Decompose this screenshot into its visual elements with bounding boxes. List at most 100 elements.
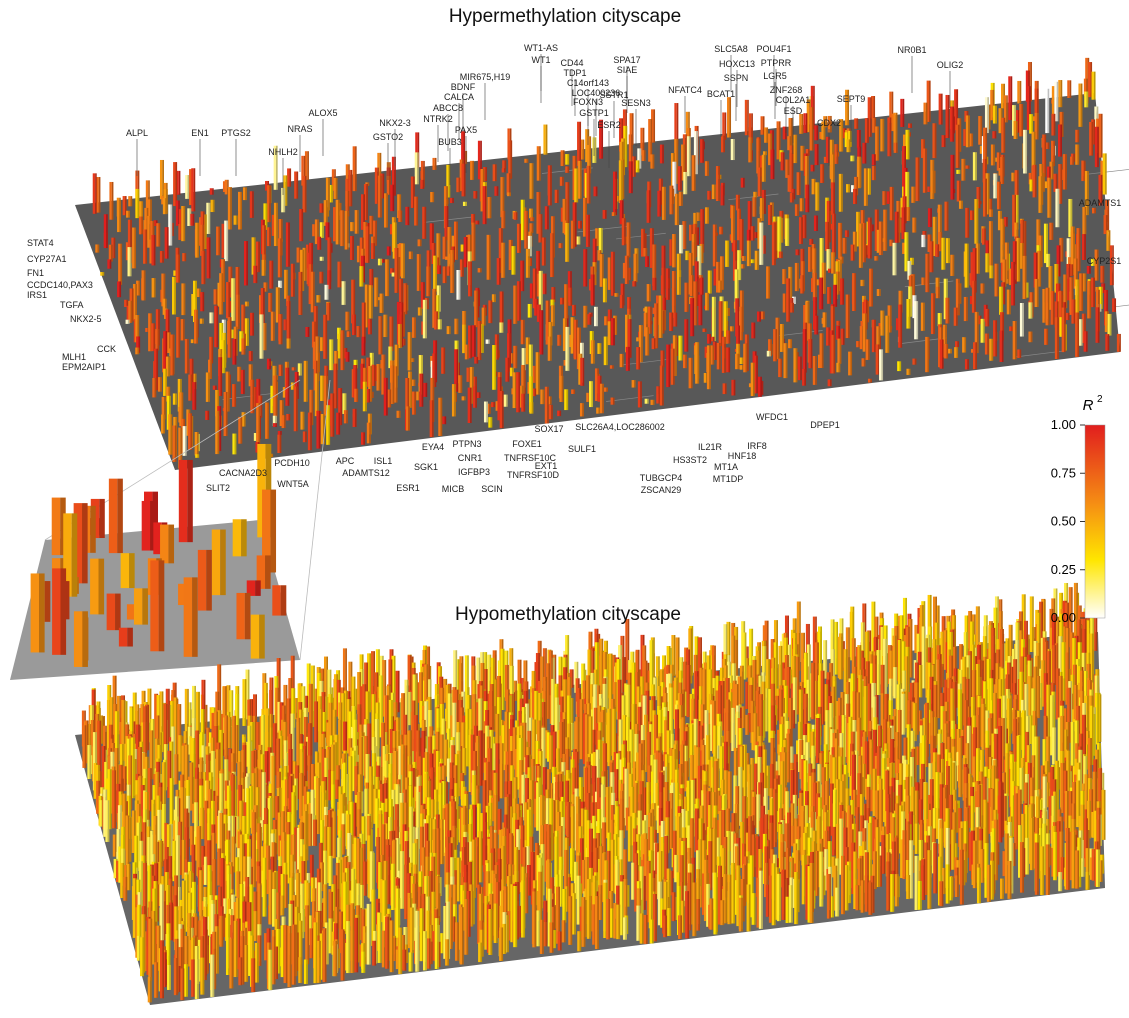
bar [662, 187, 664, 220]
bar-side [840, 339, 842, 364]
bar-side [728, 241, 730, 267]
bar-side [368, 182, 370, 185]
bar-side [720, 175, 722, 179]
bar [422, 207, 424, 239]
bar-side [85, 725, 87, 768]
bar-side [841, 223, 843, 259]
bar [645, 327, 647, 355]
bar [726, 330, 728, 343]
bar-side [681, 192, 683, 206]
bar [299, 209, 301, 241]
bar-side [745, 632, 747, 679]
bar-side [389, 246, 391, 255]
bar [478, 268, 480, 272]
bar-side [664, 187, 666, 220]
bar [675, 194, 677, 225]
bar [944, 202, 946, 231]
bar-side [674, 234, 676, 267]
bar [572, 305, 574, 316]
bar [740, 365, 742, 370]
bar-side [171, 204, 173, 245]
bar-side [1020, 81, 1022, 104]
bar-side [861, 224, 863, 268]
bar-side [1048, 89, 1050, 133]
bar [510, 368, 512, 377]
bar [999, 108, 1001, 133]
bar-side [284, 188, 286, 212]
bar [1044, 329, 1046, 345]
bar [929, 241, 931, 272]
bar [891, 114, 893, 132]
bar-side [903, 99, 905, 127]
bar-side [142, 588, 148, 624]
bar [176, 255, 178, 283]
bar [268, 293, 270, 312]
bar-side [265, 555, 271, 588]
bar-side [392, 317, 394, 352]
bar-side [222, 273, 224, 314]
bar [324, 200, 326, 226]
bar [798, 357, 800, 381]
bar-side [208, 411, 210, 420]
bar [378, 176, 380, 218]
bar [374, 277, 376, 306]
bar [1013, 321, 1015, 359]
bar-side [545, 274, 547, 295]
bar-side [915, 218, 917, 233]
bar-side [1081, 84, 1083, 127]
bar [513, 372, 515, 408]
bar-side [1006, 217, 1008, 227]
bar-side [805, 329, 807, 373]
bar [819, 278, 821, 310]
bar [190, 214, 192, 226]
bar-side [572, 669, 574, 687]
bar [900, 99, 902, 127]
bar-side [971, 133, 973, 146]
bar [831, 335, 833, 374]
bar-side [942, 340, 944, 369]
bar [980, 283, 982, 293]
bar [369, 216, 371, 234]
bar-side [586, 249, 588, 286]
bar-side [271, 361, 273, 366]
bar [423, 300, 425, 339]
bar [762, 155, 764, 182]
bar-side [235, 339, 237, 365]
bar [170, 335, 172, 376]
bar-side [650, 307, 652, 334]
bar-side [1072, 157, 1074, 165]
bar [360, 364, 362, 389]
bar-side [630, 319, 632, 358]
bar-side [280, 435, 282, 453]
bar [837, 339, 839, 364]
bar-side [322, 222, 324, 238]
bar-side [713, 337, 715, 342]
bar-side [614, 212, 616, 216]
bar-side [336, 178, 338, 199]
bar-side [1057, 317, 1059, 359]
bar [611, 318, 613, 345]
bar-side [855, 189, 857, 204]
bar [587, 314, 589, 325]
bar-side [593, 275, 595, 306]
bar [384, 193, 386, 227]
bar [352, 315, 354, 336]
bar-side [909, 299, 911, 329]
bar-side [154, 235, 156, 265]
bar [895, 212, 897, 243]
bar-side [550, 165, 552, 205]
bar-side [1061, 80, 1063, 107]
bar-side [251, 351, 253, 361]
bar-side [280, 238, 282, 277]
bar [660, 366, 662, 406]
bar [600, 254, 602, 287]
bar [209, 337, 211, 364]
bar [985, 334, 987, 355]
bar-side [740, 250, 742, 280]
bar [851, 245, 853, 261]
bar-side [567, 389, 569, 410]
bar [273, 423, 275, 427]
bar-side [676, 313, 678, 327]
bar [461, 245, 463, 252]
bar-side [217, 306, 219, 348]
